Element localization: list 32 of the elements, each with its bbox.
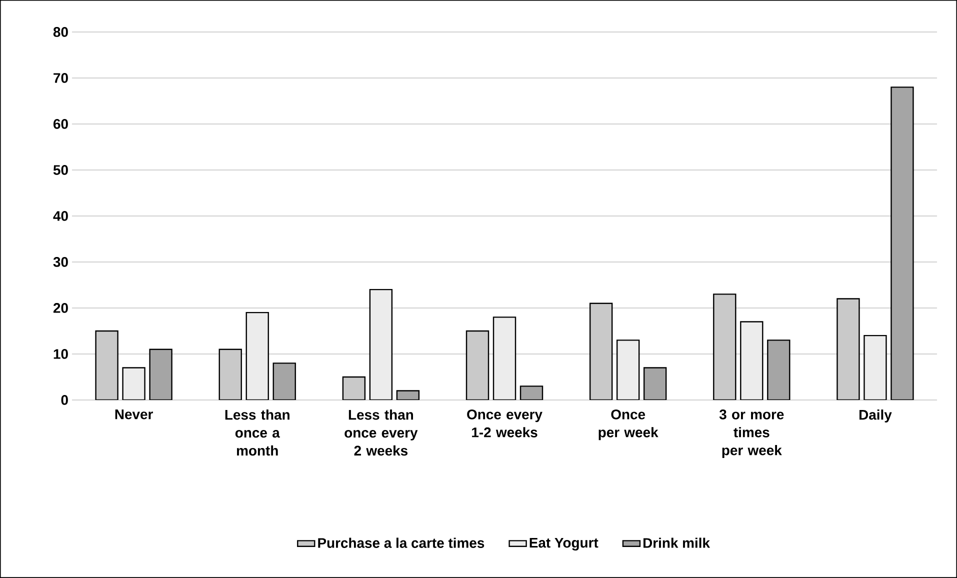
x-tick-label: Once per week [598, 409, 658, 440]
y-tick-label: 70 [54, 73, 68, 83]
y-tick-label: 40 [53, 211, 68, 221]
y-tick-label: 0 [61, 395, 68, 405]
legend-label: Eat Yogurt [530, 538, 598, 551]
y-tick-label: 20 [53, 303, 68, 313]
bar [369, 288, 393, 400]
x-tick-label: Less than once a month [225, 410, 290, 456]
bar [890, 86, 914, 400]
x-tick-label: Never [115, 410, 153, 420]
y-tick-label: 50 [53, 165, 68, 175]
x-tick-label: 3 or more times per week [719, 409, 784, 458]
bar [616, 340, 640, 400]
bar [767, 340, 790, 400]
y-tick-label: 80 [53, 27, 68, 37]
y-tick-label: 30 [53, 257, 68, 267]
legend-label: Drink milk [643, 538, 710, 548]
y-tick-label: 10 [54, 349, 68, 359]
bar [149, 348, 172, 400]
bar [643, 367, 667, 400]
bar [272, 362, 296, 400]
legend-label: Purchase a la carte times [318, 538, 484, 548]
bar [492, 316, 516, 400]
x-tick-label: Once every 1-2 weeks [467, 409, 542, 438]
x-tick-label: Less than once every 2 weeks [344, 410, 418, 456]
bar [122, 367, 146, 400]
bar [246, 312, 269, 400]
bar [740, 321, 764, 400]
bar [864, 334, 887, 400]
x-tick-label: Daily [859, 410, 892, 423]
bar [342, 376, 366, 400]
y-tick-label: 60 [53, 119, 68, 129]
